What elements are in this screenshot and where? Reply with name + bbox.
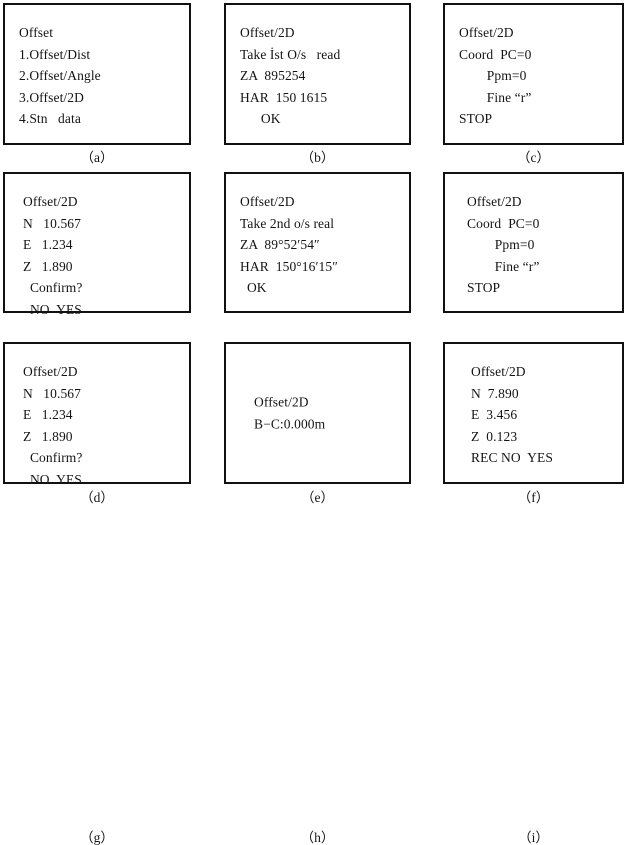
screen-line: E 1.234 <box>23 407 73 422</box>
lcd-screen-g[interactable]: Offset/2D N 10.567 E 1.234 Z 1.890 Confi… <box>3 342 191 487</box>
panel-g: Offset/2D N 10.567 E 1.234 Z 1.890 Confi… <box>3 342 191 845</box>
panel-f: Offset/2D Coord PC=0 Ppm=0 Fine “r” STOP… <box>443 172 624 505</box>
screen-line: Ppm=0 <box>467 237 535 252</box>
screen-line: Confirm? <box>23 280 83 295</box>
panel-caption: （i） <box>518 830 549 845</box>
screen-line: Fine “r” <box>467 258 540 274</box>
screen-line: Offset/2D <box>254 394 309 410</box>
panel-caption: （f） <box>517 490 550 505</box>
screen-line: Take 2nd o/s real <box>240 215 335 231</box>
screen-line: HAR 150 1615 <box>240 89 328 105</box>
panel-e: Offset/2D Take 2nd o/s real ZA 89°52′54″… <box>224 172 411 505</box>
screen-line: Offset/2D <box>471 364 526 379</box>
screen-line: Offset/2D <box>467 194 522 209</box>
screen-line: Confirm? <box>23 450 83 465</box>
screen-line-ok[interactable]: OK <box>240 111 281 126</box>
screen-line-ok[interactable]: OK <box>240 280 267 295</box>
screen-line: Offset/2D <box>23 364 78 379</box>
panel-caption: （c） <box>517 150 550 165</box>
screen-line: HAR 150°16′15″ <box>240 258 338 274</box>
screen-line: ZA 89°52′54″ <box>240 237 320 252</box>
panel-i: Offset/2D N 7.890 E 3.456 Z 0.123 REC NO… <box>443 342 624 845</box>
lcd-screen-a[interactable]: Offset 1.Offset/Dist 2.Offset/Angle 3.Of… <box>3 3 191 145</box>
screen-line: Offset/2D <box>240 194 295 209</box>
screen-line: Coord PC=0 <box>467 215 540 231</box>
screen-text-d: Offset/2D N 10.567 E 1.234 Z 1.890 Confi… <box>5 191 189 320</box>
panel-a: Offset 1.Offset/Dist 2.Offset/Angle 3.Of… <box>3 3 191 165</box>
lcd-screen-b[interactable]: Offset/2D Take İst O/s read ZA 895254 HA… <box>224 3 411 145</box>
screen-line[interactable]: 3.Offset/2D <box>19 89 84 105</box>
screen-text-f: Offset/2D Coord PC=0 Ppm=0 Fine “r” STOP <box>445 191 622 299</box>
panel-b: Offset/2D Take İst O/s read ZA 895254 HA… <box>224 3 411 165</box>
screen-line: B−C:0.000m <box>254 416 326 431</box>
panel-c: Offset/2D Coord PC=0 Ppm=0 Fine “r” STOP… <box>443 3 624 165</box>
screen-line-stop[interactable]: STOP <box>459 111 493 126</box>
screen-line: Fine “r” <box>459 89 532 105</box>
screen-text-e: Offset/2D Take 2nd o/s real ZA 89°52′54″… <box>226 191 409 299</box>
lcd-screen-d[interactable]: Offset/2D N 10.567 E 1.234 Z 1.890 Confi… <box>3 172 191 317</box>
screen-line-rec-no-yes[interactable]: REC NO YES <box>471 450 553 465</box>
screen-line: Coord PC=0 <box>459 46 532 62</box>
screen-text-c: Offset/2D Coord PC=0 Ppm=0 Fine “r” STOP <box>445 22 622 130</box>
screen-line: Offset/2D <box>23 194 78 209</box>
screen-text-h: Offset/2D B−C:0.000m <box>226 392 409 435</box>
screen-line[interactable]: 4.Stn data <box>19 111 81 126</box>
screen-text-b: Offset/2D Take İst O/s read ZA 895254 HA… <box>226 22 409 130</box>
lcd-screen-i[interactable]: Offset/2D N 7.890 E 3.456 Z 0.123 REC NO… <box>443 342 624 484</box>
panel-d: Offset/2D N 10.567 E 1.234 Z 1.890 Confi… <box>3 172 191 505</box>
screen-line: Take İst O/s read <box>240 46 341 62</box>
screen-line: Z 1.890 <box>23 428 73 444</box>
screen-line: Z 1.890 <box>23 258 73 274</box>
panel-caption: （g） <box>80 830 114 845</box>
lcd-screen-e[interactable]: Offset/2D Take 2nd o/s real ZA 89°52′54″… <box>224 172 411 313</box>
panel-caption: （h） <box>300 830 335 845</box>
panel-caption: （e） <box>301 490 334 505</box>
lcd-screen-h[interactable]: Offset/2D B−C:0.000m <box>224 342 411 484</box>
screen-text-i: Offset/2D N 7.890 E 3.456 Z 0.123 REC NO… <box>445 361 622 469</box>
screen-line: N 10.567 <box>23 385 81 401</box>
screen-line: N 7.890 <box>471 385 519 401</box>
screen-line-no-yes[interactable]: NO YES <box>23 471 82 487</box>
screen-line: E 1.234 <box>23 237 73 252</box>
screen-line-no-yes[interactable]: NO YES <box>23 301 82 317</box>
panel-caption: （d） <box>80 490 114 505</box>
screen-line: Offset <box>19 25 54 40</box>
screen-line: ZA 895254 <box>240 68 306 83</box>
screen-line: Z 0.123 <box>471 428 518 444</box>
screen-line: N 10.567 <box>23 215 81 231</box>
panel-caption: （a） <box>80 150 114 165</box>
screen-line: Offset/2D <box>459 25 514 40</box>
screen-line[interactable]: 1.Offset/Dist <box>19 46 91 62</box>
lcd-screen-c[interactable]: Offset/2D Coord PC=0 Ppm=0 Fine “r” STOP <box>443 3 624 145</box>
screen-line: Offset/2D <box>240 25 295 40</box>
screen-line[interactable]: 2.Offset/Angle <box>19 68 101 83</box>
panel-caption: （b） <box>300 150 335 165</box>
screen-text-a: Offset 1.Offset/Dist 2.Offset/Angle 3.Of… <box>5 22 189 130</box>
screen-line-stop[interactable]: STOP <box>467 280 501 295</box>
screen-line: E 3.456 <box>471 407 518 422</box>
screen-text-g: Offset/2D N 10.567 E 1.234 Z 1.890 Confi… <box>5 361 189 490</box>
figure-screen-sequence: Offset 1.Offset/Dist 2.Offset/Angle 3.Of… <box>3 3 624 845</box>
lcd-screen-f[interactable]: Offset/2D Coord PC=0 Ppm=0 Fine “r” STOP <box>443 172 624 313</box>
panel-h: Offset/2D B−C:0.000m （h） <box>224 342 411 845</box>
screen-line: Ppm=0 <box>459 68 527 83</box>
